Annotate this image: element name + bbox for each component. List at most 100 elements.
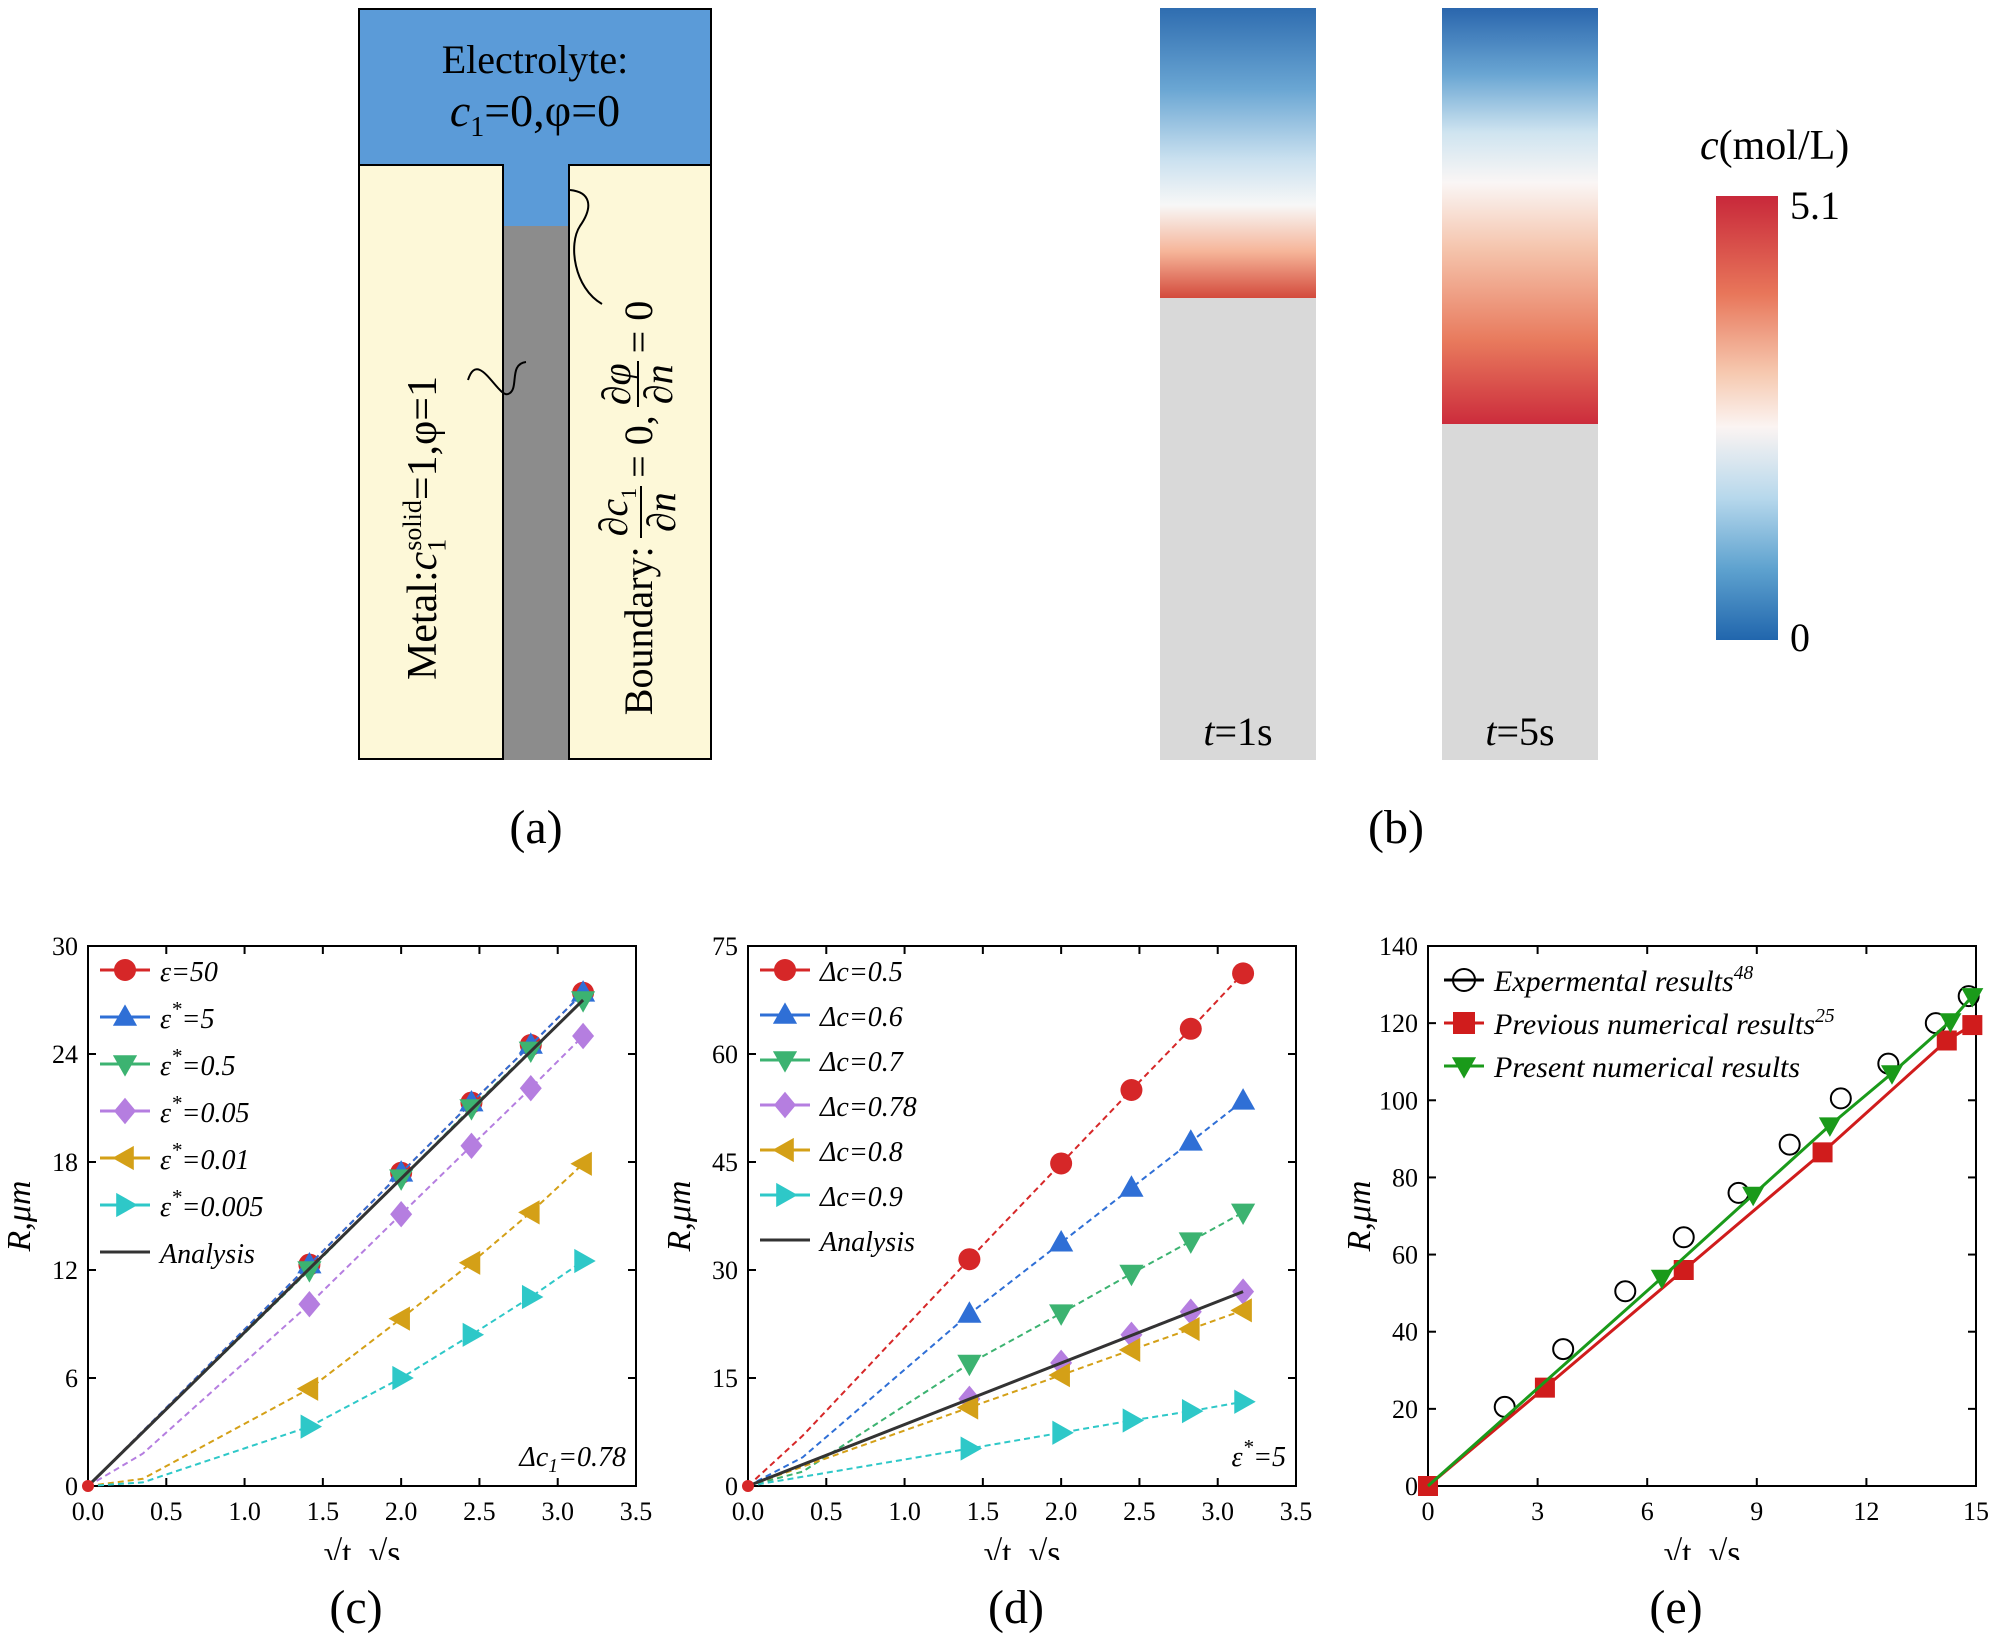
legend-label: Δc=0.8 [819, 1137, 903, 1168]
pit-electrolyte [504, 164, 568, 226]
legend-item: Analysis [100, 1239, 255, 1270]
legend-item: ε*=0.005 [100, 1185, 263, 1223]
x-tick-label: 1.5 [967, 1497, 1000, 1526]
data-point [296, 1376, 319, 1401]
caption-e: (e) [1649, 1581, 1703, 1634]
data-point [462, 1322, 485, 1347]
x-tick-label: 3 [1531, 1497, 1544, 1526]
series-2 [1418, 1015, 1983, 1496]
series-7 [747, 1290, 1244, 1488]
y-tick-label: 6 [65, 1364, 78, 1393]
c-subscript: 1 [470, 112, 485, 144]
legend: ε=50 ε*=5 ε*=0.5 ε*=0.05 ε*=0.01 ε*=0.005 Anal… [100, 957, 263, 1270]
x-tick-label: 2.5 [463, 1497, 496, 1526]
colorbar-unit: (mol/L) [1718, 123, 1850, 169]
data-point [1614, 1280, 1637, 1303]
legend-item: ε*=0.5 [100, 1044, 235, 1082]
y-tick-label: 60 [712, 1040, 738, 1069]
data-point [1178, 1129, 1203, 1151]
y-tick-label: 40 [1392, 1318, 1418, 1347]
data-point [1049, 1304, 1074, 1326]
annotation: Δc1=0.78 [518, 1442, 626, 1477]
data-point [957, 1301, 982, 1323]
series-6 [87, 1248, 596, 1487]
pit-solid [504, 226, 568, 760]
data-point [521, 1284, 544, 1310]
legend-item: Δc=0.78 [760, 1091, 917, 1123]
series-line [747, 1400, 1244, 1487]
y-tick-label: 24 [52, 1040, 78, 1069]
condition-rest: =0,φ=0 [484, 85, 621, 136]
legend-item: ε*=0.05 [100, 1091, 249, 1129]
data-point [390, 1201, 413, 1228]
series-line [747, 972, 1244, 1487]
origin-point [742, 1480, 754, 1492]
data-point [960, 1436, 983, 1461]
data-point [1552, 1338, 1575, 1361]
legend-marker [114, 959, 136, 981]
legend-marker [1451, 1057, 1477, 1079]
legend-marker [1452, 968, 1476, 992]
x-tick-label: 1.0 [888, 1497, 921, 1526]
x-axis-label: √t, √s [984, 1535, 1061, 1560]
data-point [1829, 1087, 1852, 1110]
y-tick-label: 18 [52, 1148, 78, 1177]
chart-d: 0.0 0.5 1.0 1.5 2.0 2.5 3.0 3.5 0 15 30 45 60 75 √t, √… [661, 932, 1312, 1560]
colorbar-min: 0 [1790, 615, 1810, 660]
legend-marker [772, 1002, 798, 1024]
series-5 [747, 1298, 1252, 1487]
data-point [1122, 1408, 1145, 1433]
x-tick-label: 3.5 [620, 1497, 653, 1526]
t5-rest: =5s [1496, 709, 1555, 754]
data-point [1178, 1232, 1203, 1254]
y-tick-label: 140 [1379, 932, 1418, 961]
series-1 [747, 962, 1255, 1487]
chart-e: 0 3 6 9 12 15 0 20 40 60 80 100 120 140 √t, √s R,μm Expe… [1341, 932, 1989, 1560]
x-tick-label: 2.5 [1123, 1497, 1156, 1526]
bar-t5-gradient [1442, 8, 1598, 424]
legend-item: Δc=0.9 [760, 1182, 903, 1213]
y-tick-label: 30 [52, 932, 78, 961]
legend-label: ε*=0.05 [160, 1091, 249, 1129]
chart-c: 0.0 0.5 1.0 1.5 2.0 2.5 3.0 3.5 0 6 12 18 24 30 √t, √s… [1, 932, 653, 1560]
series-3 [747, 1203, 1256, 1487]
data-point [1534, 1377, 1555, 1398]
y-tick-label: 0 [65, 1472, 78, 1501]
legend-item: ε*=0.01 [100, 1138, 249, 1176]
x-tick-label: 6 [1641, 1497, 1654, 1526]
caption-a: (a) [509, 801, 563, 854]
data-point [300, 1414, 323, 1439]
bar-t1-label: t=1s [1160, 708, 1316, 755]
bar-t5 [1442, 8, 1598, 760]
caption-b: (b) [1368, 801, 1424, 854]
data-point [1961, 988, 1984, 1008]
legend-item: ε*=5 [100, 997, 214, 1035]
legend-marker [116, 1192, 138, 1218]
caption-d: (d) [988, 1581, 1044, 1634]
metal-region-left [358, 164, 504, 760]
legend-marker [772, 1051, 798, 1073]
series-line [86, 998, 585, 1488]
legend-label: Previous numerical results25 [1493, 1006, 1835, 1041]
data-point [1672, 1226, 1695, 1249]
metal-region-right [568, 164, 712, 760]
data-point [1181, 1399, 1204, 1424]
data-point [1778, 1133, 1801, 1156]
data-point [1812, 1142, 1833, 1163]
colorbar-title: c(mol/L) [1700, 122, 1849, 170]
data-point [1120, 1079, 1143, 1101]
x-tick-label: 0.5 [150, 1497, 183, 1526]
series-3 [1427, 988, 1984, 1488]
data-point [956, 1395, 979, 1420]
data-point [1052, 1420, 1074, 1445]
data-point [1234, 1389, 1256, 1414]
electrolyte-region [358, 8, 712, 166]
x-tick-label: 12 [1853, 1497, 1879, 1526]
legend-label: ε=50 [160, 957, 218, 988]
data-point [1939, 1013, 1962, 1033]
x-tick-label: 2.0 [1045, 1497, 1078, 1526]
x-tick-label: 15 [1963, 1497, 1989, 1526]
legend: Δc=0.5 Δc=0.6 Δc=0.7 Δc=0.78 Δc=0.8 Δc=0.9 Ana… [760, 957, 917, 1258]
data-point [1230, 1088, 1256, 1110]
legend-item: Previous numerical results25 [1444, 1006, 1835, 1041]
